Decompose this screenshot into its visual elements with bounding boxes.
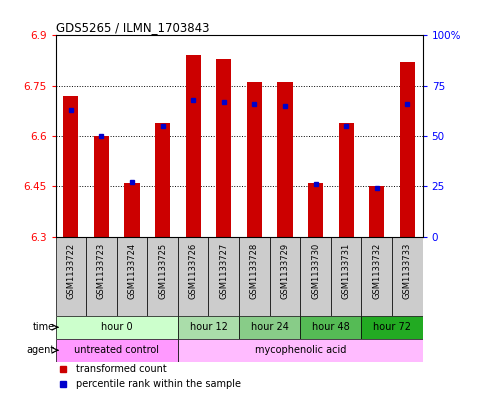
Bar [125, 183, 140, 237]
Bar [56, 339, 178, 362]
Text: GSM1133732: GSM1133732 [372, 243, 381, 299]
Text: mycophenolic acid: mycophenolic acid [255, 345, 346, 355]
Text: agent: agent [27, 345, 55, 355]
Bar [239, 237, 270, 316]
Bar [339, 123, 354, 237]
Text: GDS5265 / ILMN_1703843: GDS5265 / ILMN_1703843 [56, 21, 209, 34]
Bar [63, 96, 78, 237]
Bar [86, 237, 117, 316]
Bar [56, 237, 86, 316]
Text: hour 24: hour 24 [251, 322, 289, 332]
Text: time: time [33, 322, 55, 332]
Bar [216, 59, 231, 237]
Bar [400, 62, 415, 237]
Text: GSM1133728: GSM1133728 [250, 243, 259, 299]
Text: hour 12: hour 12 [189, 322, 227, 332]
Bar [331, 237, 361, 316]
Text: hour 0: hour 0 [101, 322, 132, 332]
Bar [155, 123, 170, 237]
Bar [270, 237, 300, 316]
Bar [117, 237, 147, 316]
Bar [277, 83, 293, 237]
Text: GSM1133730: GSM1133730 [311, 243, 320, 299]
Text: GSM1133729: GSM1133729 [281, 243, 289, 299]
Text: GSM1133726: GSM1133726 [189, 243, 198, 299]
Text: GSM1133725: GSM1133725 [158, 243, 167, 299]
Text: percentile rank within the sample: percentile rank within the sample [76, 378, 241, 389]
Bar [178, 316, 239, 339]
Bar [147, 237, 178, 316]
Text: GSM1133731: GSM1133731 [341, 243, 351, 299]
Text: GSM1133722: GSM1133722 [66, 243, 75, 299]
Text: GSM1133733: GSM1133733 [403, 243, 412, 299]
Bar [247, 83, 262, 237]
Text: transformed count: transformed count [76, 364, 167, 374]
Bar [361, 316, 423, 339]
Bar [300, 316, 361, 339]
Text: GSM1133723: GSM1133723 [97, 243, 106, 299]
Bar [369, 186, 384, 237]
Bar [300, 237, 331, 316]
Bar [94, 136, 109, 237]
Text: hour 72: hour 72 [373, 322, 411, 332]
Bar [308, 183, 323, 237]
Bar [361, 237, 392, 316]
Bar [185, 55, 201, 237]
Text: hour 48: hour 48 [312, 322, 350, 332]
Bar [239, 316, 300, 339]
Text: GSM1133724: GSM1133724 [128, 243, 137, 299]
Bar [56, 316, 178, 339]
Bar [178, 237, 209, 316]
Text: GSM1133727: GSM1133727 [219, 243, 228, 299]
Bar [209, 237, 239, 316]
Bar [178, 339, 423, 362]
Text: untreated control: untreated control [74, 345, 159, 355]
Bar [392, 237, 423, 316]
